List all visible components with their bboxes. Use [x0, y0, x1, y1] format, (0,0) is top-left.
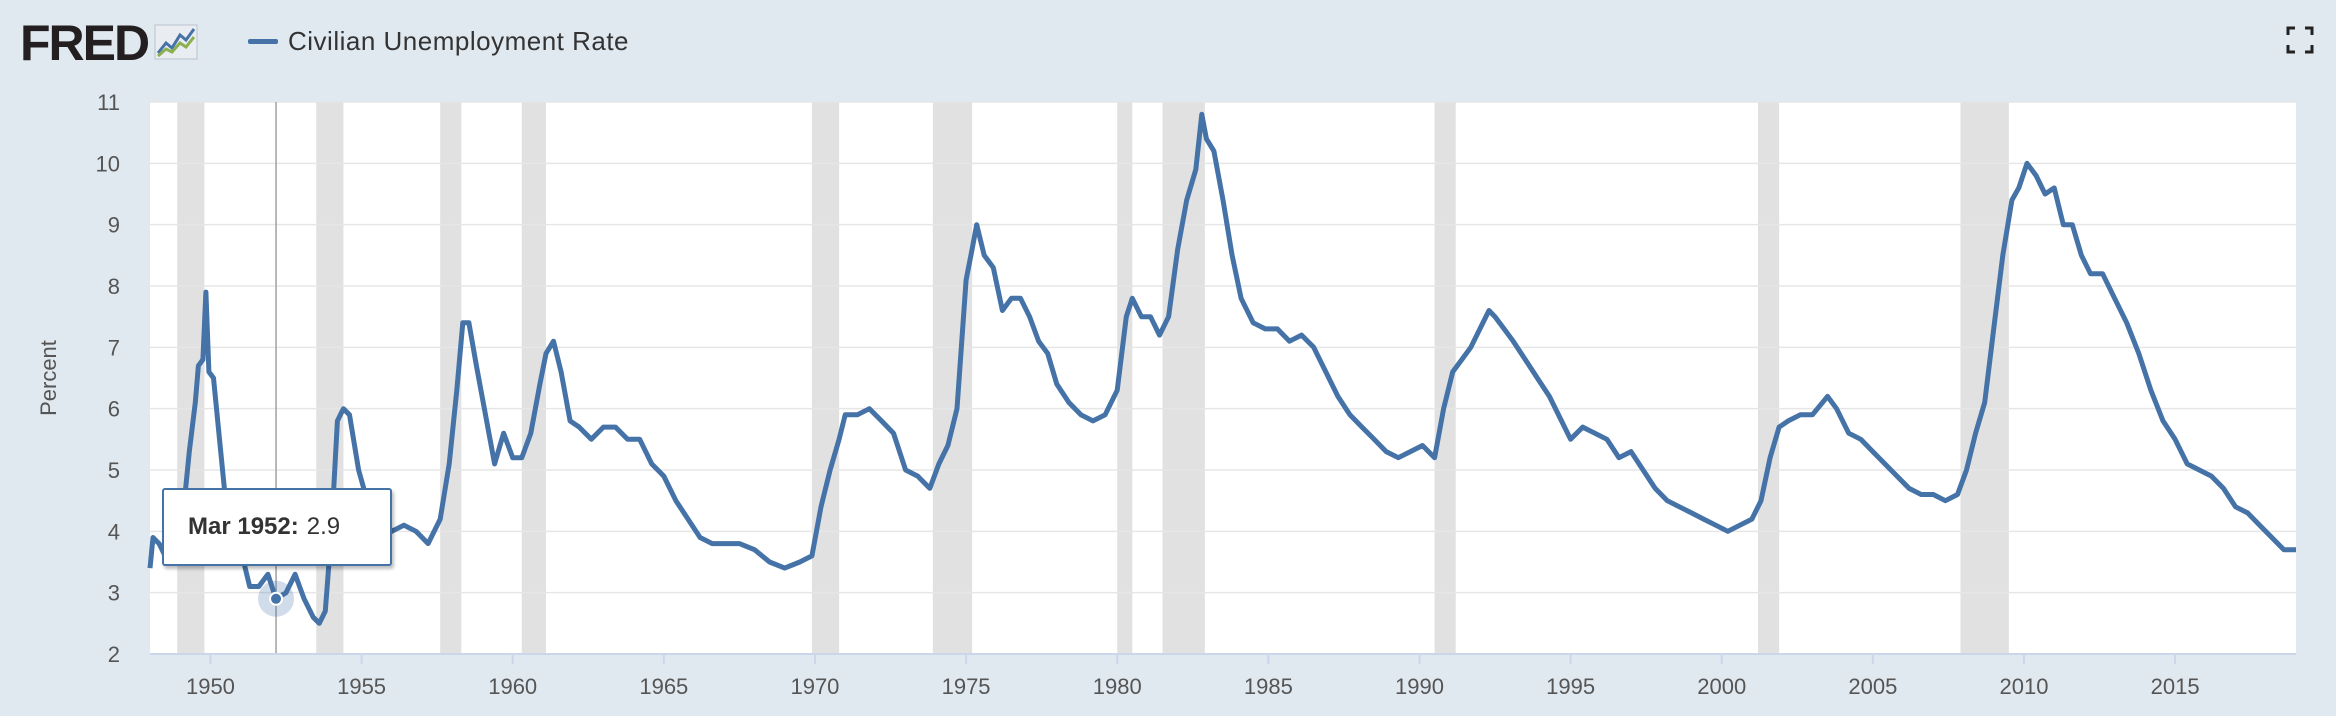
x-tick-label: 1955	[337, 674, 386, 699]
chart-header: FRED Civilian Unemployment Rate	[0, 0, 2336, 90]
recession-band	[440, 102, 462, 654]
x-tick-label: 2000	[1697, 674, 1746, 699]
recession-band	[1757, 102, 1780, 654]
gridlines	[150, 101, 2296, 594]
x-tick-label: 1965	[639, 674, 688, 699]
tooltip-date: Mar 1952:	[188, 513, 299, 540]
recession-band	[1434, 102, 1456, 654]
recession-band	[1162, 102, 1205, 654]
fullscreen-icon[interactable]	[2286, 26, 2314, 59]
y-tick-label: 11	[97, 90, 120, 115]
x-tick-label: 2015	[2151, 674, 2200, 699]
y-axis-ticks: 2 3 4 5 6 7 8 9 10 11	[96, 90, 120, 667]
tooltip: Mar 1952: 2.9	[162, 488, 392, 566]
y-tick-label: 5	[108, 458, 120, 483]
legend-label: Civilian Unemployment Rate	[288, 26, 630, 56]
fred-graph-icon	[154, 23, 198, 66]
logo-text: FRED	[20, 15, 150, 71]
x-tick-label: 1970	[790, 674, 839, 699]
y-tick-label: 9	[108, 213, 120, 238]
legend-swatch	[248, 39, 278, 44]
recession-band	[1117, 102, 1133, 654]
x-tick-label: 2005	[1848, 674, 1897, 699]
x-tick-label: 1990	[1395, 674, 1444, 699]
legend[interactable]: Civilian Unemployment Rate	[248, 26, 629, 57]
recession-band	[1960, 102, 2009, 654]
y-tick-label: 6	[108, 397, 120, 422]
x-tick-label: 1985	[1244, 674, 1293, 699]
y-tick-label: 2	[108, 642, 120, 667]
y-tick-label: 8	[108, 274, 120, 299]
y-tick-label: 7	[108, 335, 120, 360]
recession-band	[811, 102, 840, 654]
y-tick-label: 4	[108, 519, 120, 544]
hover-point[interactable]	[269, 591, 284, 606]
x-tick-label: 1975	[942, 674, 991, 699]
x-axis-ticks: 1950 1955 1960 1965 1970 1975 1980 1985 1990 1995…	[186, 654, 2200, 699]
x-tick-label: 2010	[1999, 674, 2048, 699]
y-tick-label: 10	[96, 151, 120, 176]
series-line-unemployment[interactable]	[147, 111, 2296, 626]
recession-band	[177, 102, 205, 654]
recession-band	[932, 102, 973, 654]
tooltip-value: 2.9	[306, 513, 341, 540]
x-tick-label: 1960	[488, 674, 537, 699]
y-tick-label: 3	[108, 581, 120, 606]
y-axis-label: Percent	[36, 340, 61, 416]
x-tick-label: 1950	[186, 674, 235, 699]
x-tick-label: 1980	[1093, 674, 1142, 699]
x-tick-label: 1995	[1546, 674, 1595, 699]
fred-logo[interactable]: FRED	[20, 18, 198, 68]
